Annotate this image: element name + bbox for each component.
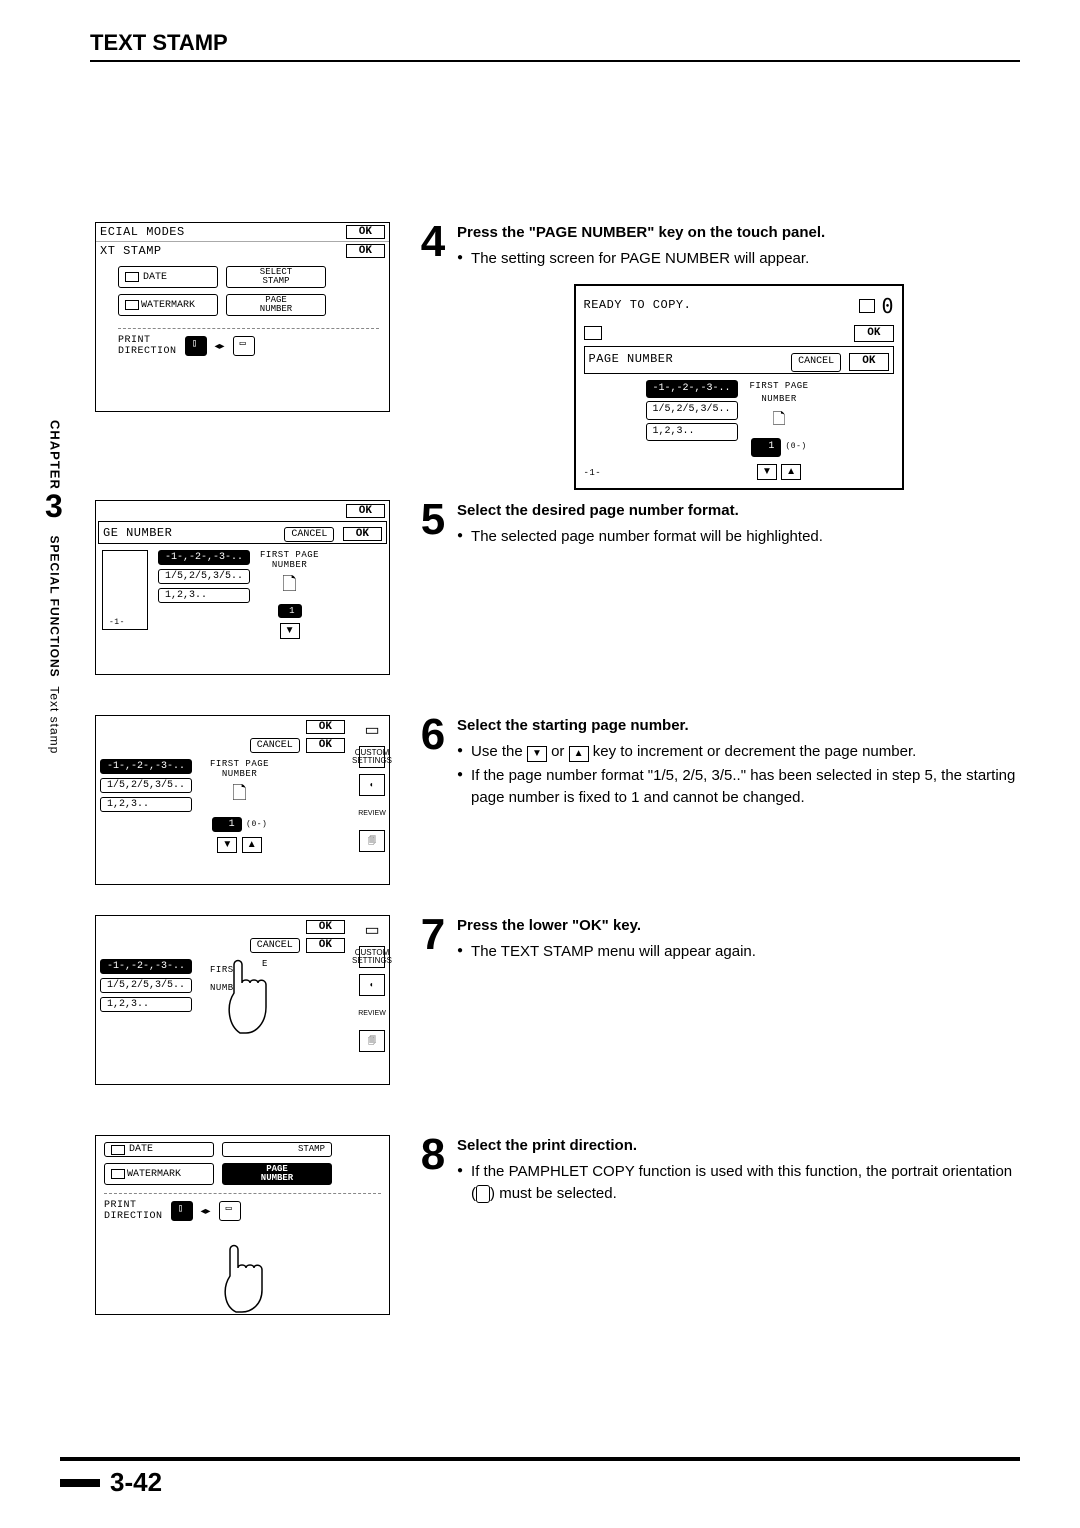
ok-button[interactable]: OK: [346, 244, 385, 258]
ok-button[interactable]: OK: [346, 225, 385, 239]
select-stamp-button[interactable]: STAMP: [222, 1142, 332, 1157]
format-opt-b[interactable]: 1/5,2/5,3/5..: [158, 569, 250, 584]
step6-bullet2: If the page number format "1/5, 2/5, 3/5…: [457, 765, 1020, 809]
step8-bullet: If the PAMPHLET COPY function is used wi…: [457, 1161, 1020, 1205]
ok-button[interactable]: OK: [854, 325, 893, 343]
counter-value: 1: [751, 438, 781, 457]
step-number: 7: [415, 915, 451, 955]
page-number-button[interactable]: PAGE NUMBER: [222, 1163, 332, 1185]
review-icon[interactable]: 🗐: [359, 830, 385, 852]
step-number: 5: [415, 500, 451, 540]
orientation-portrait-icon[interactable]: ▯: [171, 1201, 193, 1221]
format-opt-c[interactable]: 1,2,3..: [158, 588, 250, 603]
counter-value: 1: [212, 817, 242, 832]
down-arrow-icon: ▼: [527, 746, 547, 762]
chapter-tab: CHAPTER3 SPECIAL FUNCTIONS Text stamp: [45, 420, 64, 754]
paper-icon: 🗋: [282, 572, 296, 602]
ge-number-label: GE NUMBER: [103, 526, 172, 540]
ok-button[interactable]: OK: [306, 738, 345, 753]
format-opt-c[interactable]: 1,2,3..: [646, 423, 738, 442]
review-icon[interactable]: 🗐: [359, 1030, 385, 1052]
panel-lower-ok: ▭ CUSTOM SETTINGS ◐ REVIEW 🗐 OK CANCEL O…: [95, 915, 390, 1085]
label-special-modes: ECIAL MODES: [100, 225, 185, 239]
orientation-landscape-icon[interactable]: ▭: [233, 336, 255, 356]
step7-title: Press the lower "OK" key.: [457, 915, 1020, 937]
copy-count: 0: [881, 292, 893, 321]
panel-text-stamp: ECIAL MODES OK XT STAMP OK DATE SELECT S…: [95, 222, 390, 412]
ok-button[interactable]: OK: [346, 504, 385, 518]
format-opt-a[interactable]: -1-,-2-,-3-..: [100, 959, 192, 974]
label-xt-stamp: XT STAMP: [100, 244, 162, 258]
page-number-button[interactable]: PAGE NUMBER: [226, 294, 326, 316]
page-number-label: PAGE NUMBER: [589, 351, 674, 368]
custom-settings-icon[interactable]: CUSTOM SETTINGS: [359, 746, 385, 768]
ok-button[interactable]: OK: [306, 938, 345, 953]
format-opt-b[interactable]: 1/5,2/5,3/5..: [100, 778, 192, 793]
step6-bullet1: Use the ▼ or ▲ key to increment or decre…: [457, 741, 1020, 763]
orientation-portrait-icon[interactable]: ▯: [185, 336, 207, 356]
format-opt-c[interactable]: 1,2,3..: [100, 797, 192, 812]
format-opt-c[interactable]: 1,2,3..: [100, 997, 192, 1012]
ok-button[interactable]: OK: [306, 920, 345, 934]
format-opt-a[interactable]: -1-,-2-,-3-..: [100, 759, 192, 774]
finger-pointer-icon: [220, 945, 280, 1035]
step-number: 4: [415, 222, 451, 262]
doc-icon: [584, 326, 602, 340]
page-number-footer: 3-42: [110, 1467, 162, 1498]
orientation-landscape-icon[interactable]: ▭: [219, 1201, 241, 1221]
format-opt-b[interactable]: 1/5,2/5,3/5..: [100, 978, 192, 993]
up-arrow-button[interactable]: ▲: [781, 464, 801, 480]
down-arrow-button[interactable]: ▼: [280, 623, 300, 639]
step-number: 8: [415, 1135, 451, 1175]
print-direction-label: PRINT DIRECTION: [104, 1200, 163, 1222]
down-arrow-button[interactable]: ▼: [757, 464, 777, 480]
step5-bullet: The selected page number format will be …: [457, 526, 1020, 548]
up-arrow-button[interactable]: ▲: [242, 837, 262, 853]
review-label[interactable]: REVIEW: [359, 802, 385, 824]
format-opt-a[interactable]: -1-,-2-,-3-..: [158, 550, 250, 565]
panel-ge-number: OK GE NUMBER CANCEL OK -1- -1-,-2-,-3-..: [95, 500, 390, 675]
up-arrow-icon: ▲: [569, 746, 589, 762]
ready-label: READY TO COPY.: [584, 297, 692, 314]
down-arrow-button[interactable]: ▼: [217, 837, 237, 853]
preview-dash: -1-: [584, 467, 602, 480]
watermark-button[interactable]: WATERMARK: [118, 294, 218, 316]
first-page-label: FIRST PAGE NUMBER: [750, 380, 809, 406]
interrupt-icon: ▭: [364, 720, 379, 740]
interrupt-icon: ▭: [364, 920, 379, 940]
portrait-icon: [476, 1185, 490, 1203]
panel-print-direction: DATE STAMP WATERMARK PAGE NUMBER PRINT D…: [95, 1135, 390, 1315]
date-button[interactable]: DATE: [118, 266, 218, 288]
ok-button[interactable]: OK: [343, 527, 382, 541]
step7-bullet: The TEXT STAMP menu will appear again.: [457, 941, 1020, 963]
watermark-button[interactable]: WATERMARK: [104, 1163, 214, 1185]
format-opt-a[interactable]: -1-,-2-,-3-..: [646, 380, 738, 399]
copy-icon: [859, 299, 875, 313]
page-number-screen: READY TO COPY. 0 OK: [574, 284, 904, 491]
cancel-button[interactable]: CANCEL: [284, 527, 334, 542]
step8-title: Select the print direction.: [457, 1135, 1020, 1157]
paper-icon: 🗋: [232, 781, 246, 811]
ok-button[interactable]: OK: [306, 720, 345, 734]
step5-title: Select the desired page number format.: [457, 500, 1020, 522]
step6-title: Select the starting page number.: [457, 715, 1020, 737]
date-button[interactable]: DATE: [104, 1142, 214, 1157]
cancel-button[interactable]: CANCEL: [250, 738, 300, 753]
ok-button[interactable]: OK: [849, 353, 888, 371]
print-direction-label: PRINT DIRECTION: [118, 335, 177, 357]
step-number: 6: [415, 715, 451, 755]
format-opt-b[interactable]: 1/5,2/5,3/5..: [646, 401, 738, 420]
select-stamp-button[interactable]: SELECT STAMP: [226, 266, 326, 288]
paper-icon: 🗋: [773, 408, 786, 431]
step4-title: Press the "PAGE NUMBER" key on the touch…: [457, 222, 1020, 244]
cancel-button[interactable]: CANCEL: [791, 353, 841, 372]
finger-pointer-icon: [216, 1234, 276, 1314]
contrast-icon[interactable]: ◐: [359, 774, 385, 796]
step4-bullet: The setting screen for PAGE NUMBER will …: [457, 248, 1020, 270]
panel-start-page: ▭ CUSTOM SETTINGS ◐ REVIEW 🗐 OK CANCEL O…: [95, 715, 390, 885]
page-title: TEXT STAMP: [90, 30, 1020, 62]
